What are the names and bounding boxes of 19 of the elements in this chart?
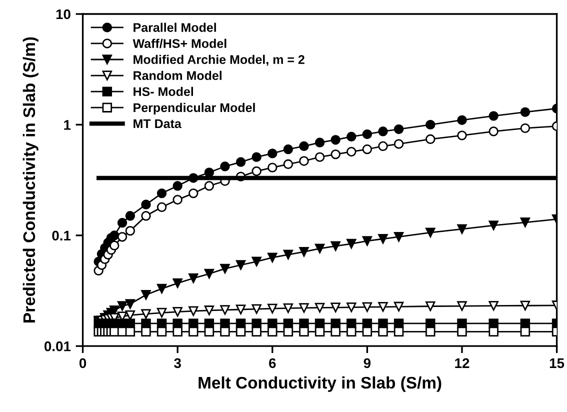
x-tick-label: 12 [455, 358, 470, 368]
y-tick-label: 0.1 [52, 230, 71, 241]
y-tick-label: 1 [64, 120, 71, 130]
x-tick-label: 3 [174, 358, 181, 368]
legend-label: HS- Model [134, 86, 194, 96]
legend-label: Parallel Model [134, 22, 216, 32]
legend-label: Modified Archie Model, m = 2 [134, 54, 304, 66]
x-tick-label: 15 [550, 358, 564, 368]
legend-label: MT Data [134, 119, 182, 128]
x-axis-title: Melt Conductivity in Slab (S/m) [198, 376, 442, 392]
y-axis-title: Predicted Conductivity in Slab (S/m) [22, 37, 38, 322]
x-tick-label: 0 [79, 358, 86, 368]
legend-label: Random Model [134, 70, 222, 80]
x-tick-label: 6 [269, 358, 276, 368]
legend-label: Waff/HS+ Model [132, 38, 226, 48]
legend-label: Perpendicular Model [134, 102, 255, 115]
y-tick-label: 10 [56, 9, 70, 20]
y-tick-label: 0.01 [44, 341, 71, 352]
x-tick-label: 9 [364, 358, 371, 368]
